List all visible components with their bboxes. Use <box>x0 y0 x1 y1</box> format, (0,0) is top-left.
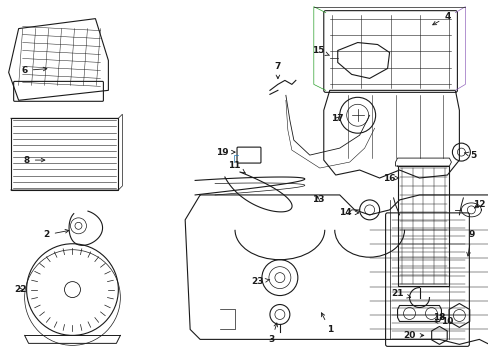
Text: 15: 15 <box>311 46 329 55</box>
Text: 16: 16 <box>383 174 398 183</box>
Text: 9: 9 <box>466 230 473 256</box>
Text: 2: 2 <box>43 229 69 239</box>
Text: 11: 11 <box>227 161 245 173</box>
Text: 1: 1 <box>321 313 332 334</box>
Text: 17: 17 <box>331 114 344 123</box>
Text: 6: 6 <box>21 66 47 75</box>
Text: 19: 19 <box>215 148 235 157</box>
Bar <box>11 118 118 190</box>
Text: 12: 12 <box>472 201 485 210</box>
Text: 21: 21 <box>390 289 410 298</box>
Text: 14: 14 <box>339 208 358 217</box>
Text: 20: 20 <box>403 331 423 340</box>
Text: 5: 5 <box>464 150 475 159</box>
Text: 22: 22 <box>14 285 27 294</box>
Text: 4: 4 <box>432 12 449 25</box>
Text: 13: 13 <box>311 195 324 204</box>
Bar <box>397 166 448 285</box>
Text: 18: 18 <box>432 313 445 322</box>
Text: 7: 7 <box>274 62 281 79</box>
Text: 23: 23 <box>251 277 269 286</box>
Text: 3: 3 <box>268 323 277 344</box>
Text: 10: 10 <box>433 317 453 326</box>
Text: 8: 8 <box>23 156 45 165</box>
